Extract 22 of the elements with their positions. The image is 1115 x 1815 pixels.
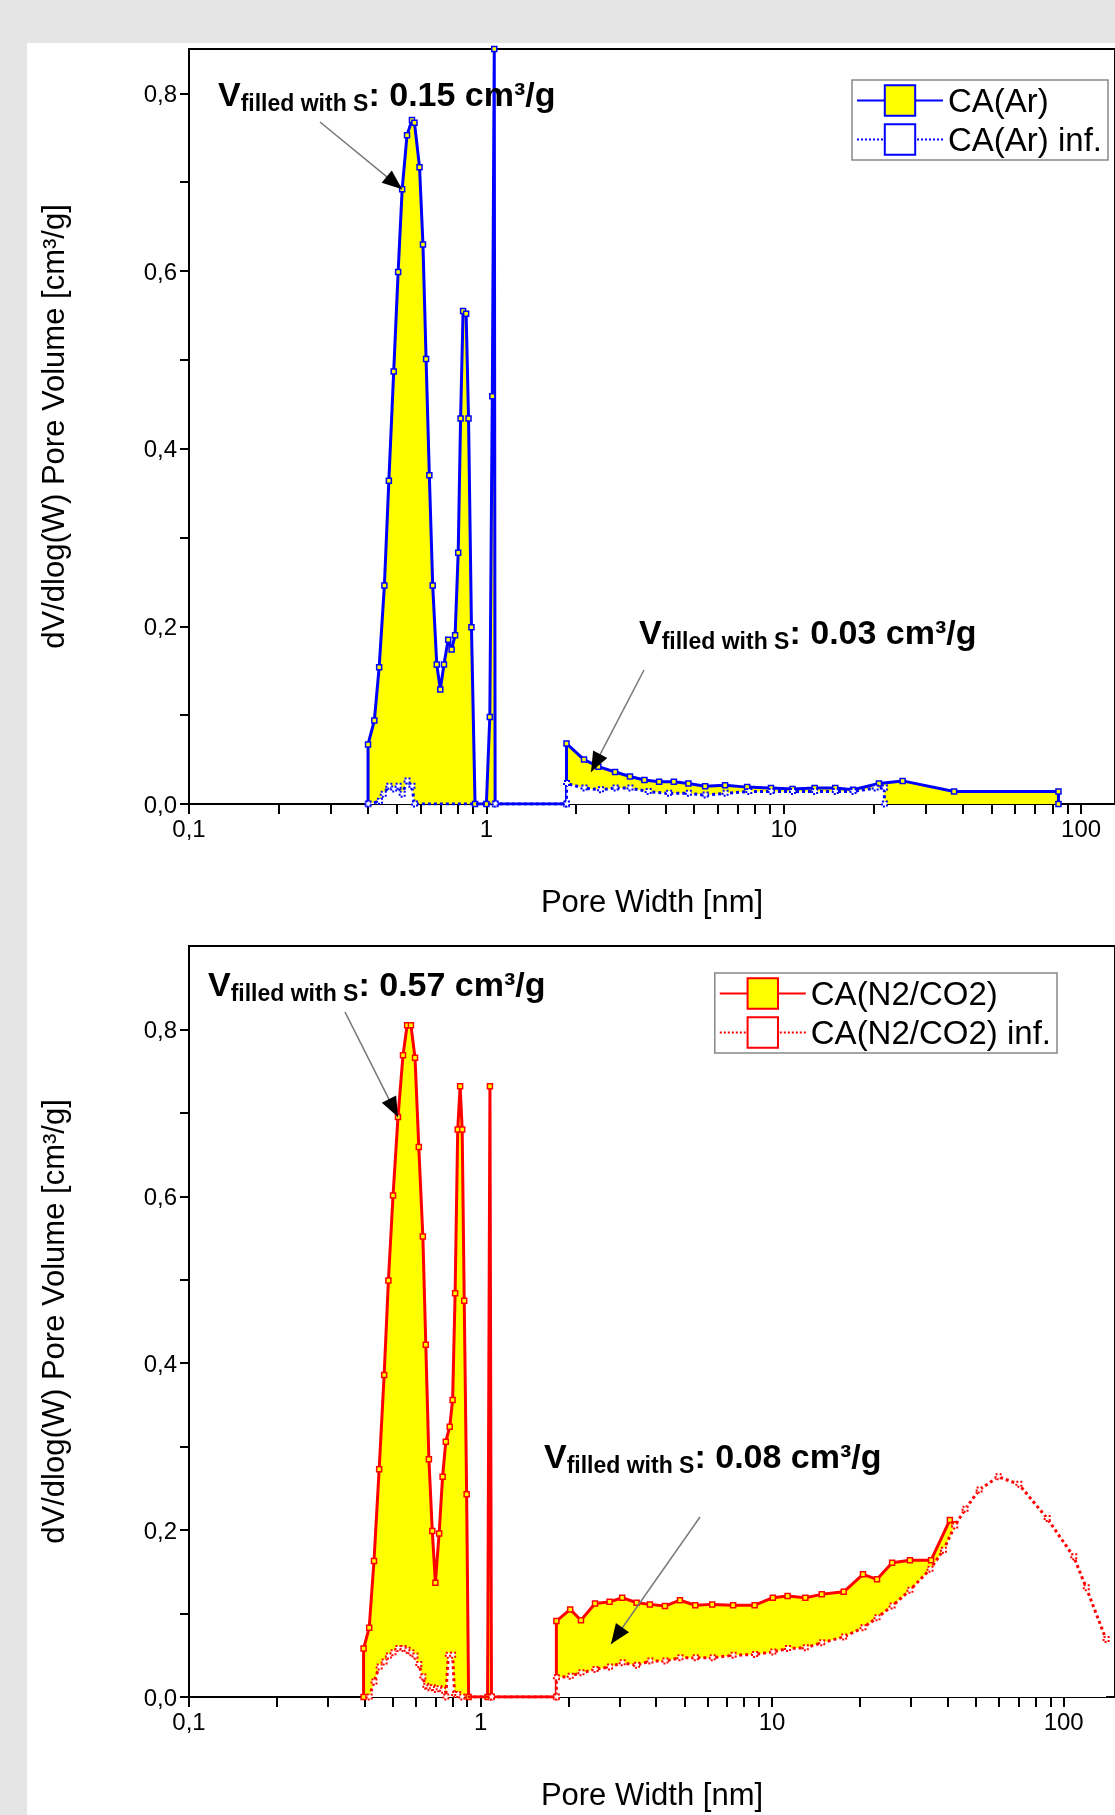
- y-tick-label: 0,2: [143, 612, 177, 640]
- x-tick-label: 10: [758, 1707, 786, 1735]
- y-tick-label: 0,8: [143, 1015, 177, 1043]
- x-tick-label: 100: [1061, 814, 1102, 842]
- y-axis-title: dV/dlog(W) Pore Volume [cm³/g]: [36, 204, 71, 649]
- y-tick-label: 0,6: [143, 1182, 177, 1210]
- legend-label: CA(N2/CO2): [810, 975, 998, 1012]
- x-axis-title: Pore Width [nm]: [540, 1777, 764, 1812]
- y-tick-label: 0,4: [143, 435, 177, 463]
- x-tick-label: 100: [1043, 1707, 1084, 1735]
- legend-label: CA(Ar): [947, 82, 1049, 119]
- x-tick-label: 1: [473, 1707, 488, 1735]
- x-tick-label: 10: [770, 814, 798, 842]
- y-tick-label: 0,2: [143, 1516, 177, 1544]
- y-tick-label: 0,4: [143, 1349, 177, 1377]
- legend-label: CA(Ar) inf.: [947, 121, 1102, 158]
- y-tick-label: 0,8: [143, 79, 177, 107]
- x-tick-label: 1: [479, 814, 494, 842]
- y-axis-title: dV/dlog(W) Pore Volume [cm³/g]: [36, 1099, 71, 1544]
- y-tick-label: 0,6: [143, 257, 177, 285]
- x-axis-title: Pore Width [nm]: [540, 884, 764, 919]
- legend-label: CA(N2/CO2) inf.: [810, 1014, 1051, 1051]
